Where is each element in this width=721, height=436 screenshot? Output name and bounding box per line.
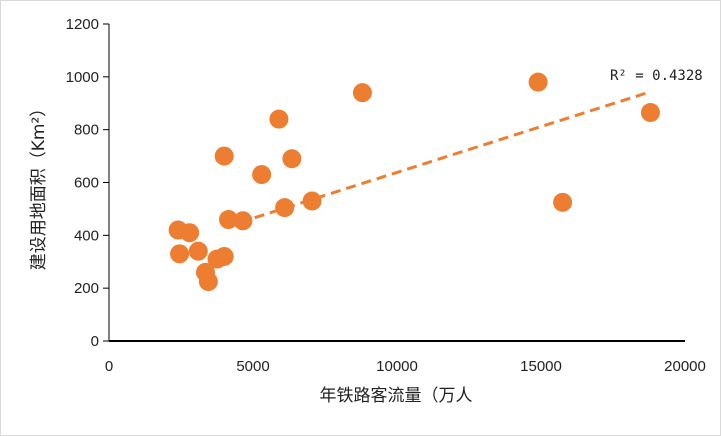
data-point [180,223,200,243]
data-point [269,109,289,129]
data-points [168,72,660,292]
x-tick-label: 15000 [520,358,562,375]
x-axis-title: 年铁路客流量（万人 [320,386,473,406]
data-point [188,241,208,261]
y-tick-label: 0 [91,333,99,350]
y-axis-title: 建设用地面积（Km²） [29,100,49,271]
y-tick-label: 1000 [66,69,99,86]
data-point [170,244,190,264]
y-tick-label: 800 [74,122,99,139]
x-tick-label: 0 [105,358,113,375]
data-point [233,211,253,231]
data-point [214,146,234,166]
x-tick-label: 10000 [376,358,418,375]
data-point [302,191,322,211]
data-point [219,209,239,229]
y-axis-ticks: 0 200 400 600 800 1000 1200 [66,16,109,350]
data-point [640,102,660,122]
trendline [223,91,649,229]
data-point [282,149,302,169]
data-point [352,83,372,103]
data-point [553,192,573,212]
data-point [198,272,218,292]
data-point [528,72,548,92]
x-axis-ticks: 0 5000 10000 15000 20000 [105,358,706,375]
data-point [275,198,295,218]
data-point [214,246,234,266]
y-tick-label: 200 [74,280,99,297]
data-point [252,165,272,185]
x-tick-label: 20000 [664,358,706,375]
y-tick-label: 1200 [66,16,99,33]
y-tick-label: 600 [74,175,99,192]
r-squared-annotation: R² = 0.4328 [610,68,703,84]
x-tick-label: 5000 [236,358,269,375]
y-tick-label: 400 [74,227,99,244]
